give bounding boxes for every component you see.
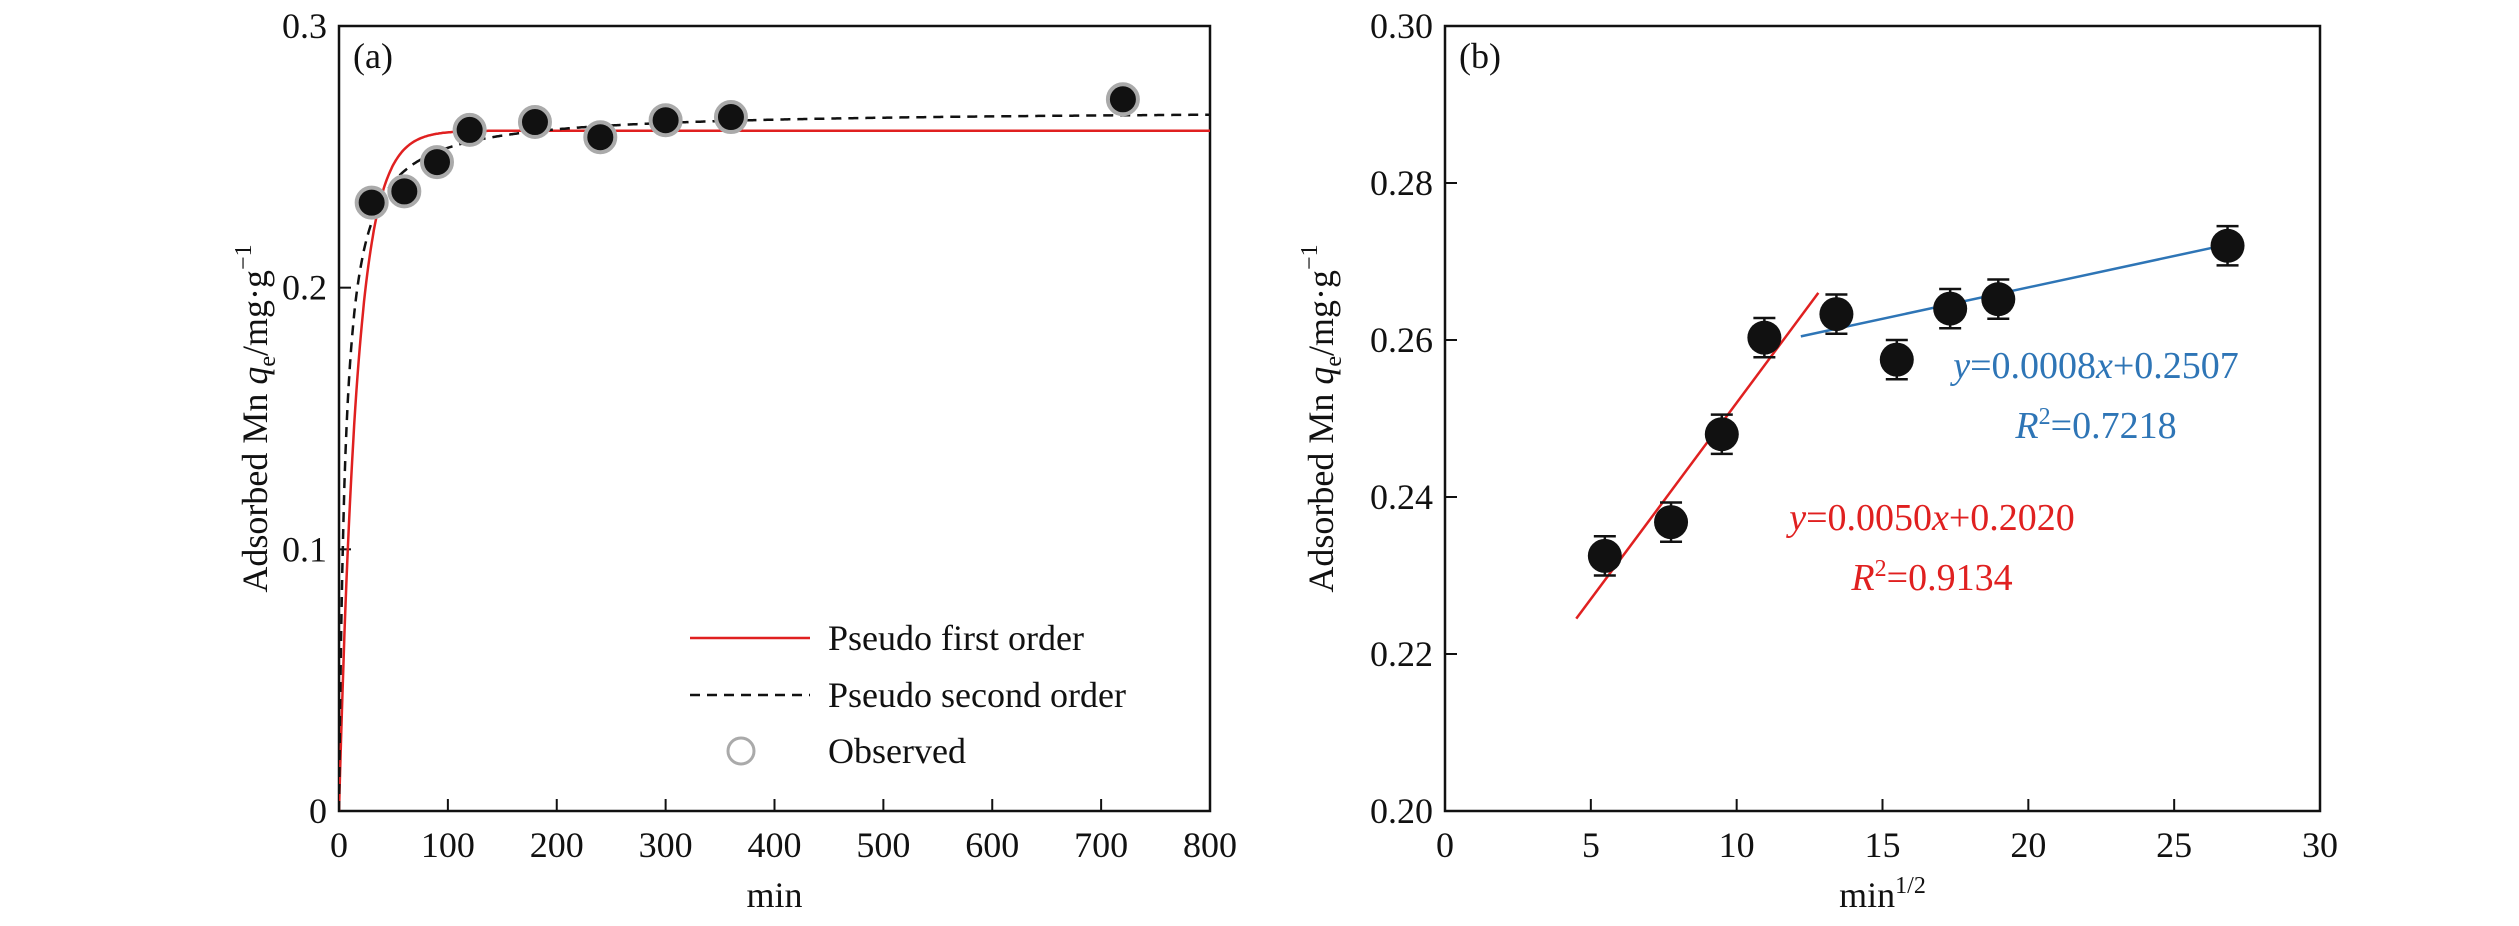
legend-label: Observed xyxy=(828,731,966,771)
x-tick-label: 800 xyxy=(1183,825,1237,865)
x-tick-label: 400 xyxy=(748,825,802,865)
observed-point xyxy=(648,103,683,138)
fit-r-squared: R2=0.7218 xyxy=(2014,404,2176,447)
y-tick-label: 0.30 xyxy=(1370,6,1433,46)
panel-label: (a) xyxy=(353,36,393,76)
y-tick-label: 0.2 xyxy=(282,268,327,308)
y-axis-label: Adsorbed Mn qe/mg·g−1 xyxy=(231,244,281,592)
eq-x: x xyxy=(2095,345,2113,387)
observed-point xyxy=(419,145,454,180)
x-label-text: min xyxy=(746,875,802,915)
r2-value: =0.7218 xyxy=(2051,405,2177,447)
panel-a: 0 100 200 300 400 500 600 700 800 0 0.1 0.2 0.3 min Ad… xyxy=(231,6,1237,915)
data-point xyxy=(1933,291,1968,326)
y-tick-label: 0.26 xyxy=(1370,320,1433,360)
observed-point xyxy=(452,112,487,147)
y-label-sup: −1 xyxy=(231,244,257,270)
r2-sup: 2 xyxy=(1875,556,1887,582)
x-tick-label: 700 xyxy=(1074,825,1128,865)
x-label-sup: 1/2 xyxy=(1895,873,1926,899)
y-label-sub: e xyxy=(1321,356,1347,367)
x-axis-label: min1/2 xyxy=(1839,873,1926,915)
legend-label: Pseudo first order xyxy=(828,618,1084,658)
fit-equation: y=0.0008x+0.2507 xyxy=(1949,345,2239,387)
fit-r-squared: R2=0.9134 xyxy=(1850,556,2012,599)
x-tick-label: 200 xyxy=(530,825,584,865)
y-label-var: q xyxy=(1301,367,1341,385)
eq-y: y xyxy=(1785,497,1806,539)
eq-slope: =0.0008 xyxy=(1970,345,2096,387)
y-axis-label: Adsorbed Mn qe/mg·g−1 xyxy=(1297,244,1347,592)
y-tick-label: 0.3 xyxy=(282,6,327,46)
observed-point xyxy=(354,185,389,220)
r2-label: R xyxy=(2014,405,2038,447)
x-axis-label: min xyxy=(746,875,802,915)
eq-intercept: +0.2020 xyxy=(1949,497,2075,539)
y-label-prefix: Adsorbed Mn xyxy=(1301,385,1341,593)
x-tick-label: 100 xyxy=(421,825,475,865)
y-label-unit: /mg·g xyxy=(1301,270,1341,356)
r2-value: =0.9134 xyxy=(1887,557,2013,599)
data-point xyxy=(1747,320,1782,355)
plot-frame xyxy=(1443,24,2322,813)
y-label-prefix: Adsorbed Mn xyxy=(235,385,275,593)
legend-label: Pseudo second order xyxy=(828,675,1126,715)
x-tick-label: 30 xyxy=(2302,825,2338,865)
x-tick-label: 0 xyxy=(330,825,348,865)
y-tick-label: 0.24 xyxy=(1370,477,1433,517)
data-point xyxy=(1654,505,1689,540)
observed-point xyxy=(583,120,618,155)
data-point xyxy=(1587,538,1622,573)
data-point xyxy=(1819,297,1854,332)
data-point xyxy=(2210,228,2245,263)
y-label-sup: −1 xyxy=(1297,244,1323,270)
eq-slope: =0.0050 xyxy=(1806,497,1932,539)
r2-label: R xyxy=(1850,557,1874,599)
legend-swatch-observed xyxy=(726,736,756,766)
x-label-text: min xyxy=(1839,875,1895,915)
x-tick-label: 0 xyxy=(1436,825,1454,865)
data-point xyxy=(1704,417,1739,452)
x-tick-label: 5 xyxy=(1582,825,1600,865)
observed-point xyxy=(517,105,552,140)
y-label-sub: e xyxy=(255,356,281,367)
data-point xyxy=(1981,282,2016,317)
y-tick-label: 0.1 xyxy=(282,529,327,569)
x-tick-label: 25 xyxy=(2156,825,2192,865)
x-tick-label: 15 xyxy=(1865,825,1901,865)
eq-x: x xyxy=(1931,497,1949,539)
x-tick-label: 500 xyxy=(856,825,910,865)
x-tick-label: 10 xyxy=(1719,825,1755,865)
x-tick-label: 300 xyxy=(639,825,693,865)
y-tick-label: 0.22 xyxy=(1370,634,1433,674)
eq-intercept: +0.2507 xyxy=(2113,345,2239,387)
y-label-var: q xyxy=(235,367,275,385)
panel-label: (b) xyxy=(1459,36,1501,76)
observed-point xyxy=(387,174,422,209)
data-point xyxy=(1879,342,1914,377)
y-tick-label: 0.20 xyxy=(1370,791,1433,831)
eq-y: y xyxy=(1949,345,1970,387)
r2-sup: 2 xyxy=(2039,404,2051,430)
observed-point xyxy=(1105,82,1140,117)
fit-equation: y=0.0050x+0.2020 xyxy=(1785,497,2075,539)
y-tick-label: 0 xyxy=(309,791,327,831)
observed-point xyxy=(713,100,748,135)
x-tick-label: 20 xyxy=(2010,825,2046,865)
y-tick-label: 0.28 xyxy=(1370,163,1433,203)
fit-line-stage2 xyxy=(1800,243,2227,338)
y-label-unit: /mg·g xyxy=(235,270,275,356)
panel-b: 0 5 10 15 20 25 30 0.20 0.22 0.24 0.26 0.28 0.30 min1… xyxy=(1297,6,2338,915)
x-tick-label: 600 xyxy=(965,825,1019,865)
